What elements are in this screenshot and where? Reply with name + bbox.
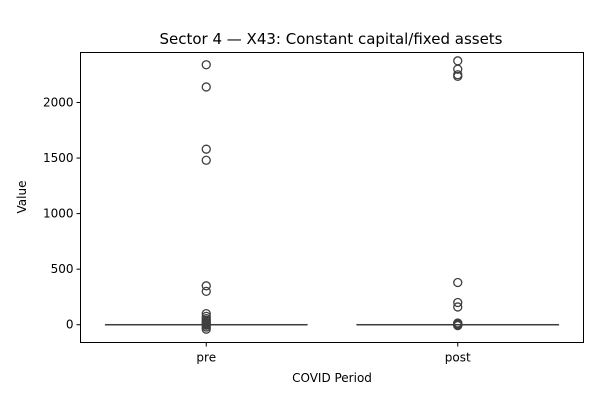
outlier-point	[202, 83, 210, 91]
y-tick-label: 0	[66, 318, 74, 332]
y-tick-label: 2000	[43, 96, 74, 110]
y-tick-label: 500	[51, 262, 74, 276]
y-tick-label: 1500	[43, 151, 74, 165]
outlier-point	[202, 61, 210, 69]
x-tick-label: pre	[196, 351, 216, 365]
x-axis-label: COVID Period	[292, 371, 372, 385]
y-tick-label: 1000	[43, 207, 74, 221]
outlier-point	[202, 287, 210, 295]
y-axis-label: Value	[15, 181, 29, 214]
outlier-point	[202, 156, 210, 164]
x-tick-label: post	[445, 351, 471, 365]
plot-frame	[81, 53, 584, 343]
outlier-point	[454, 279, 462, 287]
plot-area: 0 500 1000 1500 2000 pre post	[43, 57, 558, 365]
chart-title: Sector 4 — X43: Constant capital/fixed a…	[159, 30, 502, 48]
outlier-point	[454, 57, 462, 65]
outlier-point	[202, 145, 210, 153]
